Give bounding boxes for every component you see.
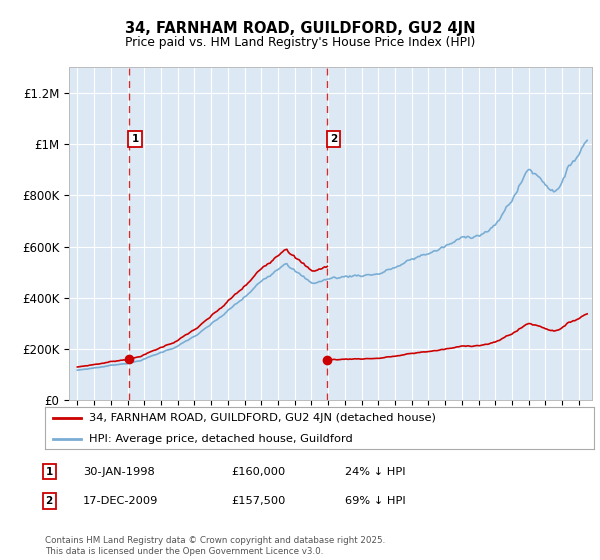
Text: 30-JAN-1998: 30-JAN-1998: [83, 466, 155, 477]
Text: 34, FARNHAM ROAD, GUILDFORD, GU2 4JN: 34, FARNHAM ROAD, GUILDFORD, GU2 4JN: [125, 21, 475, 36]
Text: 69% ↓ HPI: 69% ↓ HPI: [345, 496, 406, 506]
Text: £160,000: £160,000: [231, 466, 285, 477]
Text: 17-DEC-2009: 17-DEC-2009: [83, 496, 158, 506]
Text: 1: 1: [46, 466, 53, 477]
Text: 1: 1: [131, 134, 139, 144]
Text: £157,500: £157,500: [231, 496, 286, 506]
Text: 34, FARNHAM ROAD, GUILDFORD, GU2 4JN (detached house): 34, FARNHAM ROAD, GUILDFORD, GU2 4JN (de…: [89, 413, 436, 423]
Text: Price paid vs. HM Land Registry's House Price Index (HPI): Price paid vs. HM Land Registry's House …: [125, 36, 475, 49]
Text: Contains HM Land Registry data © Crown copyright and database right 2025.
This d: Contains HM Land Registry data © Crown c…: [45, 536, 385, 556]
Text: 24% ↓ HPI: 24% ↓ HPI: [345, 466, 406, 477]
Text: HPI: Average price, detached house, Guildford: HPI: Average price, detached house, Guil…: [89, 433, 353, 444]
Text: 2: 2: [330, 134, 337, 144]
Text: 2: 2: [46, 496, 53, 506]
